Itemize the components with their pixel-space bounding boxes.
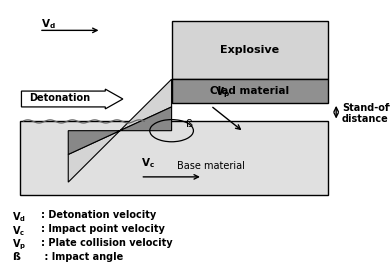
Text: $\mathbf{V_p}$: $\mathbf{V_p}$ bbox=[215, 85, 229, 100]
Text: distance: distance bbox=[342, 114, 389, 124]
Text: $\mathbf{V_c}$: $\mathbf{V_c}$ bbox=[141, 157, 155, 170]
Polygon shape bbox=[68, 107, 172, 154]
Bar bbox=[20, 121, 328, 195]
Text: : Impact point velocity: : Impact point velocity bbox=[41, 224, 165, 234]
Polygon shape bbox=[68, 79, 172, 182]
Text: Base material: Base material bbox=[177, 161, 245, 171]
Text: Clad material: Clad material bbox=[210, 86, 289, 96]
Bar bbox=[172, 79, 328, 103]
Text: ß: ß bbox=[186, 119, 193, 129]
Text: $\mathbf{V_c}$: $\mathbf{V_c}$ bbox=[12, 224, 25, 238]
Text: Stand-off: Stand-off bbox=[342, 103, 390, 113]
Bar bbox=[172, 21, 328, 79]
Text: $\mathbf{V_p}$: $\mathbf{V_p}$ bbox=[12, 238, 26, 252]
Text: Explosive: Explosive bbox=[220, 45, 279, 55]
Text: ß: ß bbox=[12, 252, 20, 262]
Text: : Detonation velocity: : Detonation velocity bbox=[41, 210, 156, 220]
Text: Detonation: Detonation bbox=[29, 93, 90, 103]
Text: : Impact angle: : Impact angle bbox=[41, 252, 123, 262]
FancyArrow shape bbox=[21, 89, 123, 109]
Text: : Plate collision velocity: : Plate collision velocity bbox=[41, 238, 172, 248]
Text: $\mathbf{V_d}$: $\mathbf{V_d}$ bbox=[41, 17, 56, 31]
Text: $\mathbf{V_d}$: $\mathbf{V_d}$ bbox=[12, 210, 26, 224]
